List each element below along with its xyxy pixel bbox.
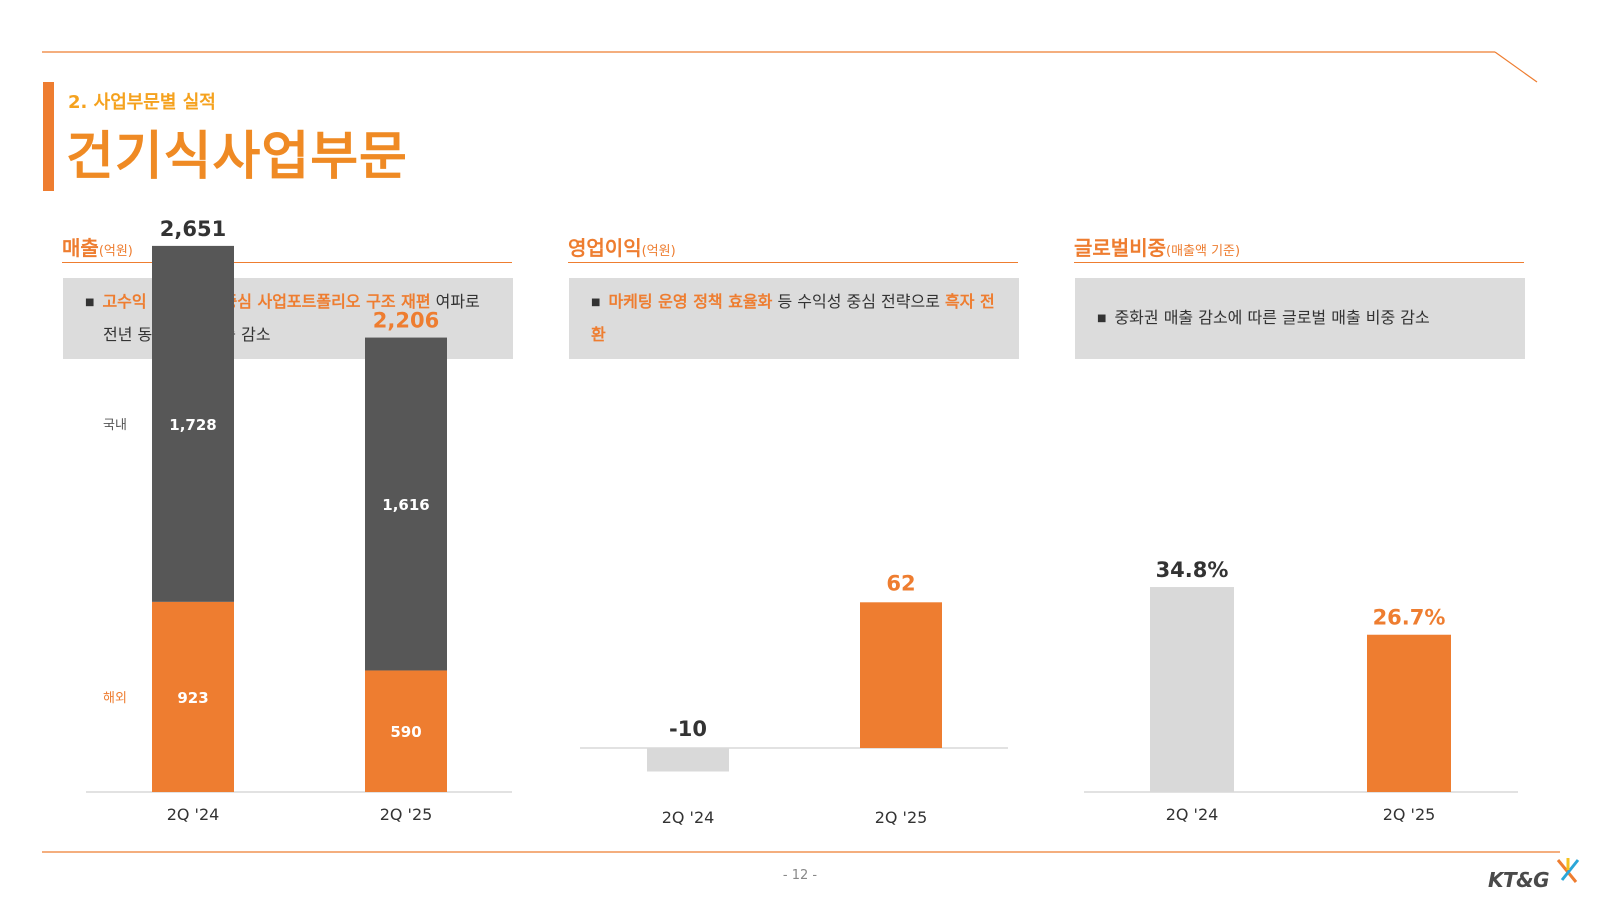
note-text: 등 수익성 중심 전략으로	[772, 292, 946, 312]
data-label: 62	[886, 571, 915, 595]
x-tick-label: 2Q '24	[1166, 805, 1219, 824]
note-highlight: 흑자 전환	[591, 292, 995, 344]
bar-segment-overseas	[152, 601, 234, 792]
note-text: 여파로	[430, 292, 480, 312]
company-logo: KT&G	[1488, 868, 1550, 892]
section-header-global-share: 글로벌비중(매출액 기준)	[1074, 232, 1524, 263]
page-number: - 12 -	[782, 868, 818, 883]
data-label: 590	[390, 723, 421, 741]
section-header-revenue: 매출(억원)	[62, 232, 512, 263]
data-label: 1,616	[382, 496, 429, 514]
bar	[860, 602, 942, 748]
section-header-operating-profit: 영업이익(억원)	[568, 232, 1018, 263]
bar	[1150, 587, 1234, 792]
x-tick-label: 2Q '24	[167, 805, 220, 824]
x-tick-label: 2Q '24	[662, 808, 715, 827]
series-label-domestic: 국내	[103, 418, 127, 433]
bar-segment-domestic	[152, 245, 234, 602]
x-tick-label: 2Q '25	[1383, 805, 1436, 824]
note-highlight: 마케팅 운영 정책 효율화	[608, 292, 773, 312]
bar	[647, 748, 729, 772]
data-label: 34.8%	[1156, 558, 1229, 582]
section-title: 매출	[62, 236, 99, 260]
data-label: 1,728	[169, 416, 216, 434]
total-label: 2,651	[160, 217, 226, 241]
section-unit: (매출액 기준)	[1166, 244, 1241, 259]
section-subtitle: 2. 사업부문별 실적	[68, 92, 216, 113]
section-unit: (억원)	[98, 244, 133, 259]
page-title: 건기식사업부문	[66, 127, 408, 187]
data-label: 923	[177, 689, 208, 707]
title-accent-bar	[43, 82, 54, 191]
section-title: 영업이익	[568, 236, 642, 260]
bar-segment-domestic	[365, 337, 447, 671]
logo-mark-icon	[1556, 858, 1580, 883]
note-box-global-share: ■ 중화권 매출 감소에 따른 글로벌 매출 비중 감소	[1075, 278, 1525, 359]
data-label: 26.7%	[1373, 606, 1446, 630]
data-label: -10	[669, 717, 707, 741]
bar-segment-overseas	[365, 670, 447, 792]
note-box-operating-profit: ■ 마케팅 운영 정책 효율화 등 수익성 중심 전략으로 흑자 전환	[569, 278, 1019, 359]
series-label-overseas: 해외	[103, 691, 127, 706]
x-tick-label: 2Q '25	[380, 805, 433, 824]
total-label: 2,206	[373, 309, 439, 333]
bullet-icon: ■	[1097, 312, 1107, 324]
bullet-icon: ■	[591, 296, 601, 308]
bullet-icon: ■	[85, 296, 95, 308]
x-tick-label: 2Q '25	[875, 808, 928, 827]
section-unit: (억원)	[641, 244, 676, 259]
note-text: 중화권 매출 감소에 따른 글로벌 매출 비중 감소	[1114, 308, 1430, 328]
section-title: 글로벌비중	[1074, 236, 1166, 260]
bar	[1367, 634, 1451, 792]
